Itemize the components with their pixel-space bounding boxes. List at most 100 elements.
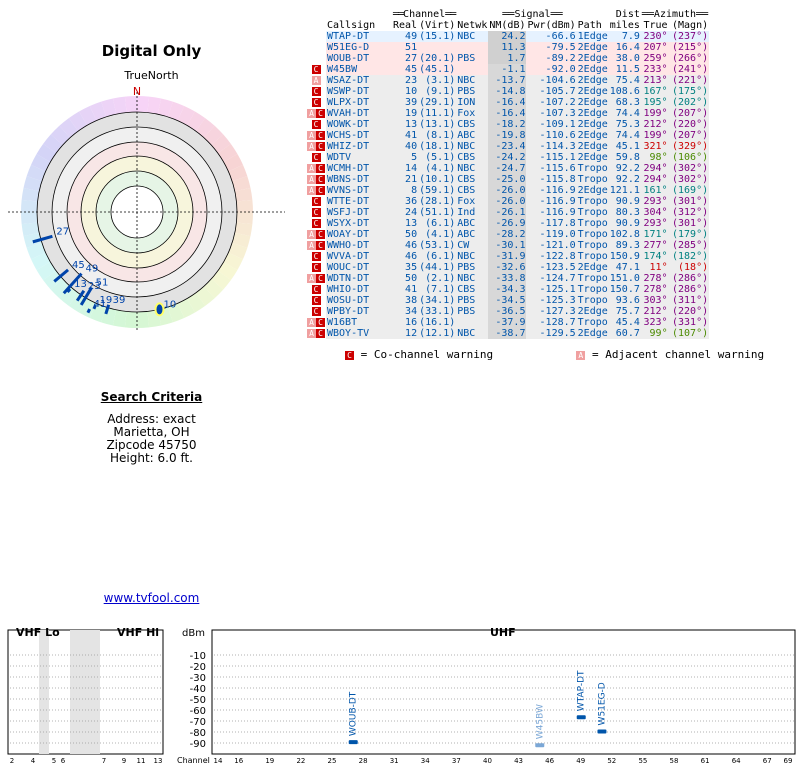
callsign-cell[interactable]: WOSU-DT — [327, 295, 370, 306]
compass-band-segment — [59, 118, 79, 138]
network-cell: NBC — [457, 251, 476, 262]
compass-band-segment — [195, 118, 215, 138]
compass-band-segment — [112, 96, 127, 115]
callsign-cell[interactable]: WCHS-DT — [327, 130, 370, 141]
noise-margin-cell: -1.1 — [488, 64, 527, 75]
table-row: C WSFJ-DT 24 (51.1) Ind -26.1 -116.9 Tropo 80.3 3… — [306, 207, 710, 218]
network-cell: PBS — [457, 86, 476, 97]
noise-margin-cell: 24.2 — [488, 31, 527, 42]
compass-band-segment — [217, 262, 238, 281]
callsign-cell[interactable]: WCMH-DT — [327, 163, 370, 174]
azimuth-true-cell: 259° — [643, 53, 668, 64]
table-row: A WSAZ-DT 23 (3.1) NBC -13.7 -104.6 2Edge 75.4 21… — [306, 75, 710, 86]
compass-band-segment — [21, 212, 38, 225]
spectrum-marks: WOUB-DT W45BW WTAP-DT W51EG-D — [348, 670, 607, 748]
azimuth-magn-cell: (182°) — [672, 251, 709, 262]
callsign-cell[interactable]: WHIZ-DT — [327, 141, 370, 152]
callsign-cell[interactable]: WDTV — [327, 152, 352, 163]
callsign-cell[interactable]: WSWP-DT — [327, 86, 370, 97]
callsign-cell[interactable]: W16BT — [327, 317, 358, 328]
callsign-cell[interactable]: WSYX-DT — [327, 218, 370, 229]
callsign-cell[interactable]: WBNS-DT — [327, 174, 370, 185]
path-cell: 2Edge — [577, 152, 608, 163]
station-bearing-bar — [66, 287, 72, 293]
signal-group-header: Signal — [514, 9, 551, 20]
callsign-cell[interactable]: WOUC-DT — [327, 262, 370, 273]
virtual-channel-cell: (33.1) — [419, 306, 456, 317]
adjacent-channel-warning-icon: A — [307, 163, 316, 173]
callsign-cell[interactable]: WOAY-DT — [327, 229, 370, 240]
channel-tick-label: 4 — [31, 757, 36, 765]
callsign-cell[interactable]: WDTN-DT — [327, 273, 370, 284]
virtual-channel-cell: (8.1) — [425, 130, 456, 141]
criteria-height: Height: 6.0 ft. — [110, 451, 193, 465]
callsign-cell[interactable]: WBOY-TV — [327, 328, 370, 339]
table-row: C WSWP-DT 10 (9.1) PBS -14.8 -105.7 2Edge 108.6 1… — [306, 86, 710, 97]
callsign-cell[interactable]: WWHO-DT — [327, 240, 370, 251]
criteria-zip: Zipcode 45750 — [106, 438, 197, 452]
callsign-cell[interactable]: WVVA-DT — [327, 251, 370, 262]
distance-cell: 151.0 — [609, 273, 640, 284]
virtual-channel-cell: (5.1) — [425, 152, 456, 163]
warning-cell: C — [306, 295, 326, 306]
co-channel-warning-icon: C — [316, 141, 325, 151]
channel-tick-label: 49 — [576, 757, 585, 765]
callsign-cell[interactable]: WHIO-DT — [327, 284, 370, 295]
power-cell: -124.7 — [539, 273, 576, 284]
distance-cell: 92.2 — [615, 163, 640, 174]
power-cell: -121.0 — [539, 240, 576, 251]
callsign-cell[interactable]: WSFJ-DT — [327, 207, 370, 218]
dbm-unit-label: dBm — [182, 628, 205, 639]
callsign-cell[interactable]: WOWK-DT — [327, 119, 370, 130]
path-cell: 2Edge — [577, 306, 608, 317]
co-channel-warning-icon: C — [316, 328, 325, 338]
callsign-cell[interactable]: W45BW — [327, 64, 358, 75]
noise-margin-cell: -26.1 — [488, 207, 527, 218]
co-channel-warning-icon: C — [311, 306, 321, 316]
table-row: C WOSU-DT 38 (34.1) PBS -34.5 -125.3 Tropo 93.6 3… — [306, 295, 710, 306]
table-row: A C WHIZ-DT 40 (18.1) NBC -23.4 -114.3 2Edge 45.1… — [306, 141, 710, 152]
station-bearing-bar — [53, 268, 70, 283]
north-label: N — [133, 85, 141, 98]
power-cell: -115.6 — [539, 163, 576, 174]
callsign-cell[interactable]: WTTE-DT — [327, 196, 370, 207]
virtual-channel-cell: (44.1) — [419, 262, 456, 273]
azimuth-magn-cell: (266°) — [672, 53, 709, 64]
path-cell: Tropo — [577, 284, 608, 295]
virtual-channel-cell: (2.1) — [425, 273, 456, 284]
compass-band-segment — [187, 111, 206, 132]
compass-band-segment — [31, 252, 51, 270]
azimuth-magn-cell: (107°) — [672, 328, 709, 339]
station-bearing-bar — [79, 286, 93, 306]
virtual-channel-cell: (15.1) — [419, 31, 456, 42]
callsign-cell[interactable]: WTAP-DT — [327, 31, 370, 42]
distance-cell: 89.3 — [615, 240, 640, 251]
callsign-cell[interactable]: WVAH-DT — [327, 108, 370, 119]
distance-cell: 11.5 — [615, 64, 640, 75]
distance-cell: 74.4 — [615, 130, 640, 141]
callsign-cell[interactable]: WLPX-DT — [327, 97, 370, 108]
distance-cell: 74.4 — [615, 108, 640, 119]
callsign-cell[interactable]: WOUB-DT — [327, 53, 370, 64]
azimuth-magn-cell: (301°) — [672, 196, 709, 207]
power-cell: -115.8 — [539, 174, 576, 185]
callsign-cell[interactable]: WSAZ-DT — [327, 75, 370, 86]
azimuth-magn-cell: (237°) — [672, 31, 709, 42]
real-channel-cell: 51 — [405, 42, 418, 53]
callsign-cell[interactable]: WVNS-DT — [327, 185, 370, 196]
station-signal-label: WTAP-DT — [577, 670, 587, 711]
tvfool-link[interactable]: www.tvfool.com — [103, 591, 200, 605]
distance-cell: 90.9 — [615, 196, 640, 207]
network-cell: CBS — [457, 152, 476, 163]
azimuth-true-cell: 161° — [643, 185, 668, 196]
virtual-channel-cell: (29.1) — [419, 97, 456, 108]
guard-band — [70, 630, 100, 754]
co-channel-warning-icon: C — [316, 317, 325, 327]
callsign-cell[interactable]: WPBY-DT — [327, 306, 370, 317]
callsign-cell[interactable]: W51EG-D — [327, 42, 370, 53]
channel-tick-label: 52 — [607, 757, 616, 765]
path-cell: Tropo — [577, 240, 608, 251]
magn-header: (Magn) — [672, 20, 709, 31]
virtual-channel-cell: (18.1) — [419, 141, 456, 152]
power-cell: -66.6 — [545, 31, 576, 42]
